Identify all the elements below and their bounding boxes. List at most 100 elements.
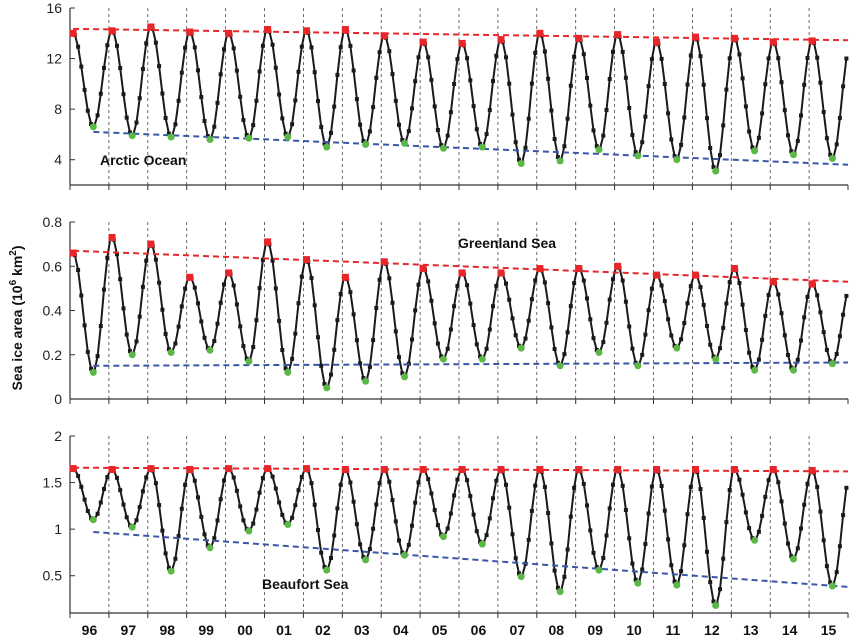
monthly-point: [633, 150, 638, 155]
monthly-point: [766, 478, 771, 483]
monthly-point: [601, 340, 606, 345]
yearly-max-marker: [341, 273, 349, 281]
monthly-point: [627, 536, 632, 541]
monthly-point: [588, 528, 593, 533]
monthly-point: [309, 481, 314, 486]
monthly-point: [89, 122, 94, 126]
monthly-point: [627, 324, 632, 329]
monthly-point: [196, 68, 200, 73]
monthly-point: [322, 141, 327, 146]
monthly-point: [721, 325, 726, 330]
yearly-max-marker: [69, 249, 77, 257]
monthly-point: [779, 80, 784, 85]
monthly-point: [484, 346, 489, 351]
monthly-point: [426, 279, 431, 284]
yearly-min-marker: [673, 156, 681, 164]
x-tick-label: 05: [432, 622, 448, 638]
monthly-point: [465, 478, 470, 483]
monthly-point: [718, 587, 722, 592]
monthly-point: [662, 299, 667, 304]
yearly-min-marker: [790, 555, 797, 563]
monthly-point: [413, 308, 418, 313]
panel-2: 0.5 1 1.5 2 96 97 98 99 00 01 02 03 04 05 06 07 08 09 10 11…: [43, 428, 849, 638]
monthly-point: [484, 132, 489, 137]
monthly-point: [805, 294, 810, 299]
monthly-point: [367, 364, 372, 369]
monthly-point: [594, 144, 599, 149]
monthly-point: [82, 323, 87, 328]
monthly-point: [299, 274, 304, 279]
monthly-point: [234, 488, 239, 493]
monthly-point: [604, 108, 609, 112]
monthly-point: [140, 67, 145, 71]
monthly-point: [737, 52, 742, 57]
monthly-point: [750, 145, 755, 150]
monthly-point: [526, 318, 531, 323]
monthly-point: [251, 123, 256, 128]
monthly-point: [549, 541, 554, 546]
monthly-point: [374, 75, 379, 80]
monthly-point: [572, 485, 577, 490]
monthly-point: [763, 313, 768, 318]
monthly-point: [743, 328, 748, 332]
monthly-point: [338, 482, 343, 487]
yearly-max-marker: [536, 466, 544, 473]
monthly-point: [491, 496, 495, 501]
monthly-point: [821, 110, 826, 114]
monthly-point: [844, 56, 849, 61]
monthly-point: [251, 345, 256, 349]
y-tick-label: 0.8: [43, 214, 63, 230]
monthly-point: [666, 317, 671, 322]
monthly-point: [802, 315, 807, 320]
monthly-point: [572, 54, 577, 59]
monthly-point: [390, 498, 395, 503]
yearly-max-marker: [225, 29, 233, 37]
monthly-point: [293, 98, 298, 103]
monthly-point: [474, 529, 479, 534]
monthly-point: [513, 140, 518, 145]
monthly-point: [669, 333, 674, 338]
monthly-point: [439, 354, 444, 359]
yearly-max-marker: [69, 29, 77, 37]
monthly-point: [643, 114, 648, 119]
monthly-point: [588, 103, 593, 108]
monthly-point: [338, 291, 343, 296]
yearly-min-marker: [167, 567, 175, 575]
monthly-point: [280, 348, 285, 352]
yearly-min-marker: [556, 588, 564, 596]
monthly-point: [782, 333, 787, 338]
monthly-point: [351, 499, 356, 504]
yearly-min-marker: [517, 160, 525, 167]
monthly-point: [828, 152, 833, 157]
monthly-point: [280, 116, 285, 121]
monthly-point: [756, 529, 761, 534]
monthly-point: [604, 533, 609, 538]
monthly-point: [231, 283, 236, 288]
yearly-max-marker: [380, 258, 388, 266]
monthly-point: [280, 512, 285, 517]
monthly-point: [679, 569, 684, 574]
monthly-point: [743, 510, 748, 515]
monthly-point: [277, 318, 282, 323]
monthly-point: [834, 142, 839, 147]
monthly-point: [160, 91, 165, 96]
monthly-point: [212, 536, 217, 541]
monthly-point: [546, 76, 551, 81]
yearly-max-marker: [536, 29, 544, 37]
monthly-point: [468, 301, 473, 306]
monthly-point: [841, 513, 846, 518]
monthly-point: [238, 94, 243, 99]
monthly-point: [818, 509, 823, 514]
monthly-point: [640, 352, 645, 357]
yearly-min-marker: [284, 133, 292, 141]
monthly-point: [786, 541, 790, 546]
x-tick-label: 02: [315, 622, 331, 638]
monthly-point: [137, 314, 142, 319]
monthly-point: [572, 281, 577, 286]
monthly-point: [176, 324, 181, 329]
monthly-point: [76, 268, 81, 272]
monthly-point: [329, 556, 333, 560]
monthly-point: [124, 332, 129, 337]
yearly-min-marker: [401, 373, 408, 381]
yearly-max-marker: [225, 269, 233, 277]
